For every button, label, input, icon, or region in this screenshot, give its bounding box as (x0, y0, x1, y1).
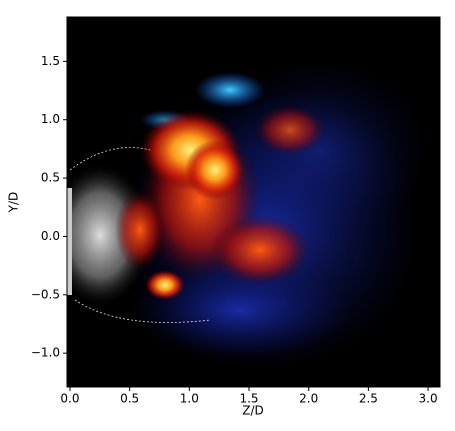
y-tick-label: 1.5 (41, 54, 60, 68)
x-axis-label: Z/D (242, 404, 264, 418)
x-tick-label: 3.0 (419, 392, 438, 406)
x-tick-label: 2.5 (359, 392, 378, 406)
x-tick-label: 2.0 (299, 392, 318, 406)
y-tick-label: 1.0 (41, 112, 60, 126)
x-tick-label: 1.0 (180, 392, 199, 406)
y-tick-label: −1.0 (31, 346, 60, 360)
x-tick-label: 0.0 (60, 392, 79, 406)
y-tick-label: 0.5 (41, 171, 60, 185)
y-axis-label: Y/D (7, 192, 21, 214)
x-tick-label: 1.5 (239, 392, 258, 406)
y-tick-label: 0.0 (41, 229, 60, 243)
flow-image (67, 17, 440, 387)
y-tick-label: −0.5 (31, 287, 60, 301)
plot-frame (66, 16, 441, 388)
x-tick-label: 0.5 (120, 392, 139, 406)
